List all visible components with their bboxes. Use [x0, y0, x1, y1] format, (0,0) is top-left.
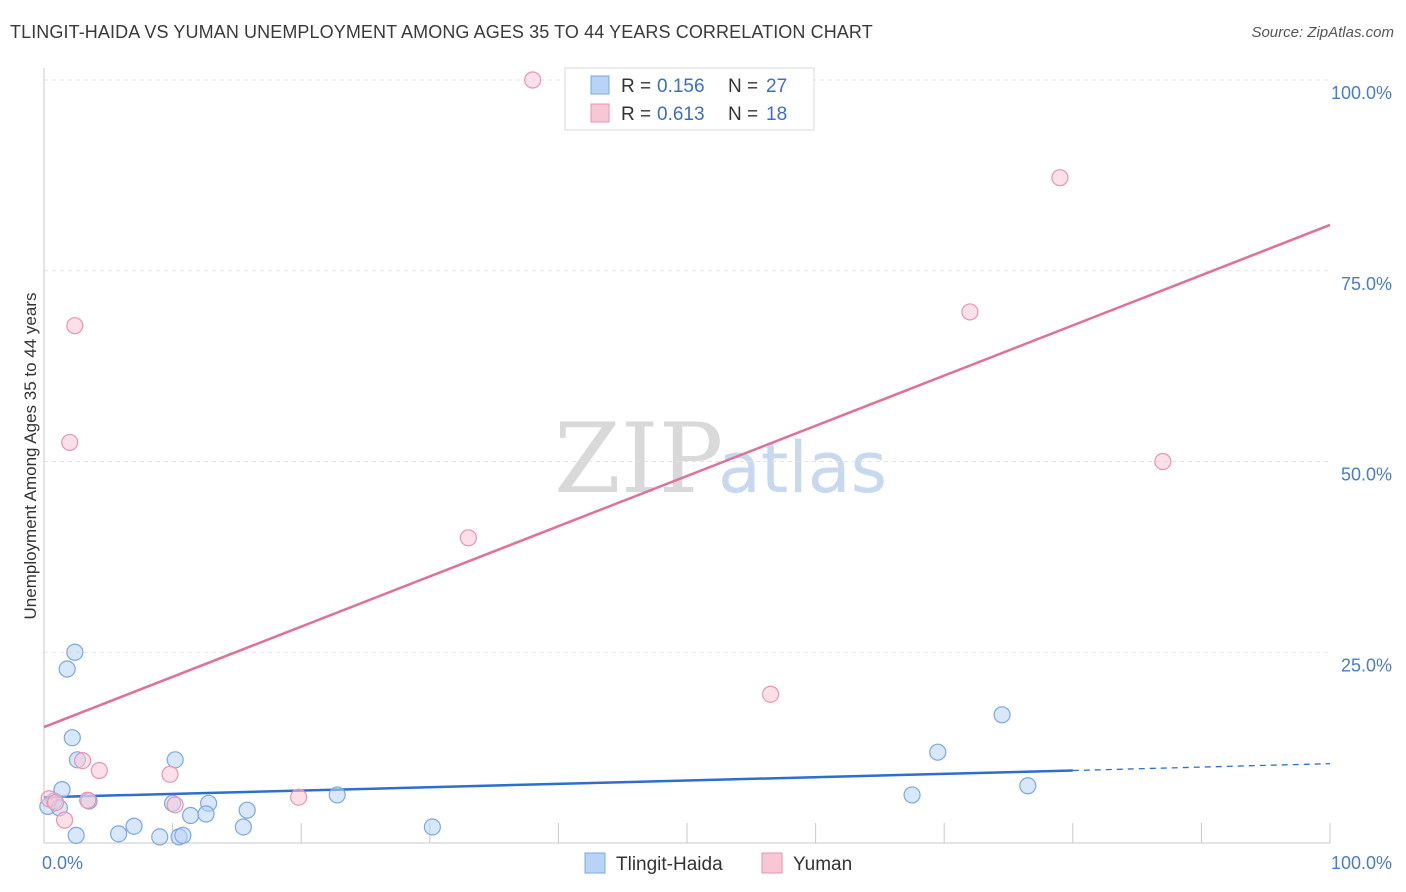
y-tick-label: 100.0%: [1331, 83, 1392, 103]
legend-r-value-2: 0.613: [657, 104, 705, 125]
data-point-yuman: [1051, 169, 1069, 187]
x-tick-label: 0.0%: [42, 853, 83, 873]
trend-line-yuman: [43, 223, 1331, 729]
data-point-tlingit-haida: [66, 643, 84, 661]
data-point-yuman: [524, 71, 542, 89]
y-tick-label: 75.0%: [1341, 274, 1392, 294]
legend-swatch-pink: [590, 103, 610, 123]
data-point-tlingit-haida: [197, 805, 215, 823]
data-point-tlingit-haida: [58, 660, 76, 678]
data-point-tlingit-haida: [174, 826, 192, 844]
series-legend-label-yuman: Yuman: [793, 854, 852, 875]
data-point-tlingit-haida: [63, 729, 81, 747]
legend-r-value-1: 0.156: [657, 76, 705, 97]
data-point-tlingit-haida: [238, 801, 256, 819]
data-point-tlingit-haida: [125, 817, 143, 835]
y-axis-label: Unemployment Among Ages 35 to 44 years: [21, 293, 40, 620]
data-point-tlingit-haida: [109, 825, 128, 843]
data-point-yuman: [961, 303, 979, 321]
correlation-legend: R = 0.156 N = 27 R = 0.613 N = 18: [564, 67, 815, 131]
data-point-tlingit-haida: [166, 751, 184, 769]
data-point-yuman: [90, 761, 108, 780]
y-tick-labels: 25.0% 50.0% 75.0% 100.0%: [1331, 83, 1392, 675]
x-tick-labels: 0.0% 100.0%: [42, 853, 1392, 873]
data-point-tlingit-haida: [234, 818, 252, 836]
series-legend-swatch-yuman: [761, 852, 783, 874]
y-tick-label: 25.0%: [1341, 655, 1392, 675]
data-point-tlingit-haida: [151, 828, 169, 846]
data-point-tlingit-haida: [423, 818, 441, 836]
data-point-yuman: [166, 796, 184, 814]
data-point-tlingit-haida: [67, 826, 85, 844]
trend-line-extension: [1072, 762, 1331, 772]
data-point-yuman: [46, 793, 65, 812]
watermark-zip: ZIP: [554, 403, 723, 515]
legend-r-label-2: R =: [621, 104, 651, 125]
data-points: [39, 71, 1172, 846]
data-point-tlingit-haida: [182, 806, 200, 825]
trend-line-tlingit-haida: [43, 769, 1073, 799]
data-point-tlingit-haida: [903, 786, 921, 804]
data-point-yuman: [290, 788, 308, 806]
chart-title: TLINGIT-HAIDA VS YUMAN UNEMPLOYMENT AMON…: [10, 22, 873, 42]
data-point-yuman: [61, 433, 79, 452]
data-point-yuman: [761, 685, 780, 703]
trend-lines: [43, 223, 1331, 799]
data-point-yuman: [79, 791, 97, 809]
data-point-tlingit-haida: [929, 743, 947, 761]
data-point-yuman: [55, 811, 74, 829]
data-point-yuman: [66, 317, 84, 335]
y-tick-label: 50.0%: [1341, 465, 1392, 485]
legend-n-label-1: N =: [728, 76, 758, 97]
series-legend-label-tlingit: Tlingit-Haida: [616, 854, 723, 875]
data-point-tlingit-haida: [1019, 777, 1037, 795]
data-point-yuman: [161, 765, 179, 783]
legend-n-value-1: 27: [766, 76, 787, 97]
series-legend-swatch-tlingit: [584, 852, 606, 874]
data-point-tlingit-haida: [993, 706, 1011, 724]
data-point-tlingit-haida: [328, 786, 346, 804]
legend-r-label-1: R =: [621, 76, 651, 97]
legend-swatch-blue: [590, 75, 610, 95]
legend-n-label-2: N =: [728, 104, 758, 125]
series-legend: Tlingit-Haida Yuman: [584, 852, 852, 875]
axes: [43, 68, 1331, 844]
data-point-yuman: [1154, 452, 1172, 471]
watermark-atlas: atlas: [718, 427, 887, 509]
legend-n-value-2: 18: [766, 104, 787, 125]
source-label: Source: ZipAtlas.com: [1251, 24, 1394, 41]
x-tick-label: 100.0%: [1331, 853, 1392, 873]
gridlines: [44, 79, 1330, 653]
data-point-yuman: [73, 751, 92, 770]
data-point-yuman: [459, 529, 477, 547]
